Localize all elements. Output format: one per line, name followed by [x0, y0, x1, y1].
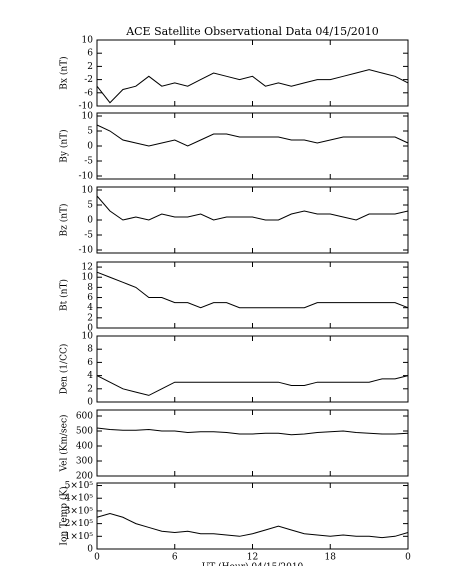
y-tick-label: 0 [87, 142, 93, 152]
y-tick-label: 10 [82, 273, 94, 283]
x-tick-label: 0 [405, 553, 411, 563]
y-tick-label: 1×10⁵ [65, 532, 94, 542]
y-tick-label: 0 [87, 545, 93, 555]
y-tick-label: 3×10⁵ [65, 506, 94, 516]
y-tick-label: 5×10⁵ [65, 481, 94, 491]
y-tick-label: 4 [87, 303, 93, 313]
data-line [96, 271, 409, 309]
y-tick-label: -6 [84, 88, 93, 98]
x-tick-label: 18 [325, 553, 337, 563]
y-axis-label: Bt (nT) [59, 279, 70, 311]
y-tick-label: -10 [79, 172, 94, 182]
y-tick-label: 10 [82, 112, 94, 122]
plot-frame [96, 39, 409, 107]
x-axis-label: UT (Hour) 04/15/2010 [202, 562, 304, 566]
y-tick-label: 5 [87, 127, 93, 137]
y-tick-label: 8 [87, 283, 93, 293]
x-tick-label: 0 [94, 553, 100, 563]
y-tick-label: -2 [84, 75, 93, 85]
chart-title: ACE Satellite Observational Data 04/15/2… [125, 25, 379, 38]
y-tick-label: 0 [87, 398, 93, 408]
y-tick-label: 10 [82, 186, 94, 196]
y-tick-label: 600 [76, 412, 93, 422]
y-tick-label: -10 [79, 102, 94, 112]
y-tick-label: 6 [87, 293, 93, 303]
plot-frame [96, 335, 409, 403]
y-tick-label: 2 [87, 384, 93, 394]
y-tick-label: -10 [79, 246, 94, 256]
data-line [96, 195, 409, 221]
y-tick-label: 0 [87, 324, 93, 334]
y-tick-label: 6 [87, 358, 93, 368]
y-tick-label: 5 [87, 201, 93, 211]
plot-frame [96, 409, 409, 477]
plot-frame [96, 186, 409, 254]
y-tick-label: 4×10⁵ [65, 494, 94, 504]
y-tick-label: -5 [84, 157, 93, 167]
data-line [96, 375, 409, 396]
x-tick-label: 6 [172, 553, 178, 563]
y-tick-label: 4 [87, 371, 93, 381]
y-axis-label: Vel (Km/sec) [59, 414, 70, 472]
plot-frame [96, 261, 409, 329]
y-tick-label: 0 [87, 216, 93, 226]
y-axis-label: Den (1/CC) [59, 344, 70, 395]
y-tick-label: 200 [76, 472, 93, 482]
y-tick-label: 500 [76, 427, 93, 437]
y-tick-label: 2 [87, 313, 93, 323]
y-tick-label: 2 [87, 62, 93, 72]
x-tick-label: 12 [247, 553, 258, 563]
data-line [96, 124, 409, 147]
y-tick-label: 2×10⁵ [65, 519, 94, 529]
plot-frame [96, 482, 409, 550]
y-tick-label: 400 [76, 442, 93, 452]
y-tick-label: 8 [87, 345, 93, 355]
y-tick-label: 10 [82, 36, 94, 46]
y-axis-label: Bz (nT) [59, 203, 70, 236]
y-axis-label: By (nT) [59, 129, 70, 162]
y-axis-label: Bx (nT) [59, 56, 70, 89]
y-tick-label: 12 [82, 263, 93, 273]
y-axis-label: Ion Temp (K) [59, 486, 70, 545]
data-line [96, 69, 409, 104]
y-tick-label: 10 [82, 332, 94, 342]
y-tick-label: 300 [76, 457, 93, 467]
data-line [96, 512, 409, 539]
y-tick-label: 6 [87, 49, 93, 59]
data-line [96, 427, 409, 436]
y-tick-label: -5 [84, 231, 93, 241]
plot-frame [96, 112, 409, 180]
